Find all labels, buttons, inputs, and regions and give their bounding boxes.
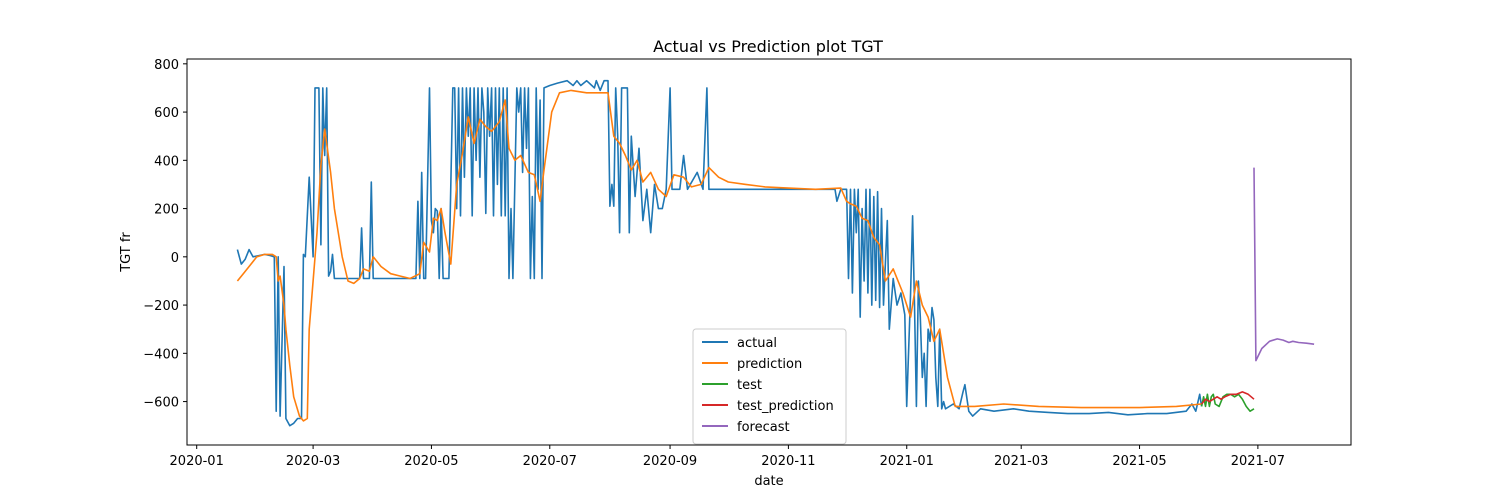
x-tick-label: 2021-03 [994,454,1048,469]
series-layer [236,79,1315,427]
y-tick-label: 0 [171,251,179,266]
legend-label-prediction: prediction [737,357,802,372]
y-tick-label: −400 [143,347,179,362]
x-tick-label: 2021-01 [880,454,934,469]
x-tick-label: 2021-05 [1112,454,1166,469]
legend-box [692,328,847,445]
series-line-test [1200,393,1255,413]
x-axis-label: date [754,474,783,489]
y-tick-label: 600 [154,106,179,121]
x-tick-label: 2021-07 [1231,454,1285,469]
legend-label-test-prediction: test_prediction [737,399,834,414]
legend: actual prediction test test_predictionforec… [692,328,847,445]
x-tick-label: 2020-01 [170,454,224,469]
x-tick-label: 2020-05 [404,454,458,469]
x-tick-label: 2020-03 [286,454,340,469]
series-line-test-prediction [1200,391,1255,405]
y-tick-label: −200 [143,299,179,314]
series-line-actual [236,79,1203,427]
legend-label-test: test [737,378,762,393]
plot-frame [186,58,1352,446]
legend-label-actual: actual [737,336,777,351]
legend-label-forecast: forecast [737,420,790,435]
y-axis: −600 −400 −200 0 200 400 600 800 [143,58,187,411]
x-axis: 2020-01 2020-03 2020-05 2020-07 2020-09 2020-… [170,445,1285,469]
series-line-forecast [1253,167,1315,362]
chart-title: Actual vs Prediction plot TGT [653,37,883,56]
y-tick-label: 200 [154,203,179,218]
x-tick-label: 2020-11 [761,454,815,469]
y-tick-label: −600 [143,396,179,411]
x-tick-label: 2020-09 [643,454,697,469]
y-tick-label: 800 [154,58,179,73]
series-line-prediction [236,89,1202,422]
x-tick-label: 2020-07 [523,454,577,469]
y-axis-label: TGT fr [119,232,134,273]
y-tick-label: 400 [154,154,179,169]
